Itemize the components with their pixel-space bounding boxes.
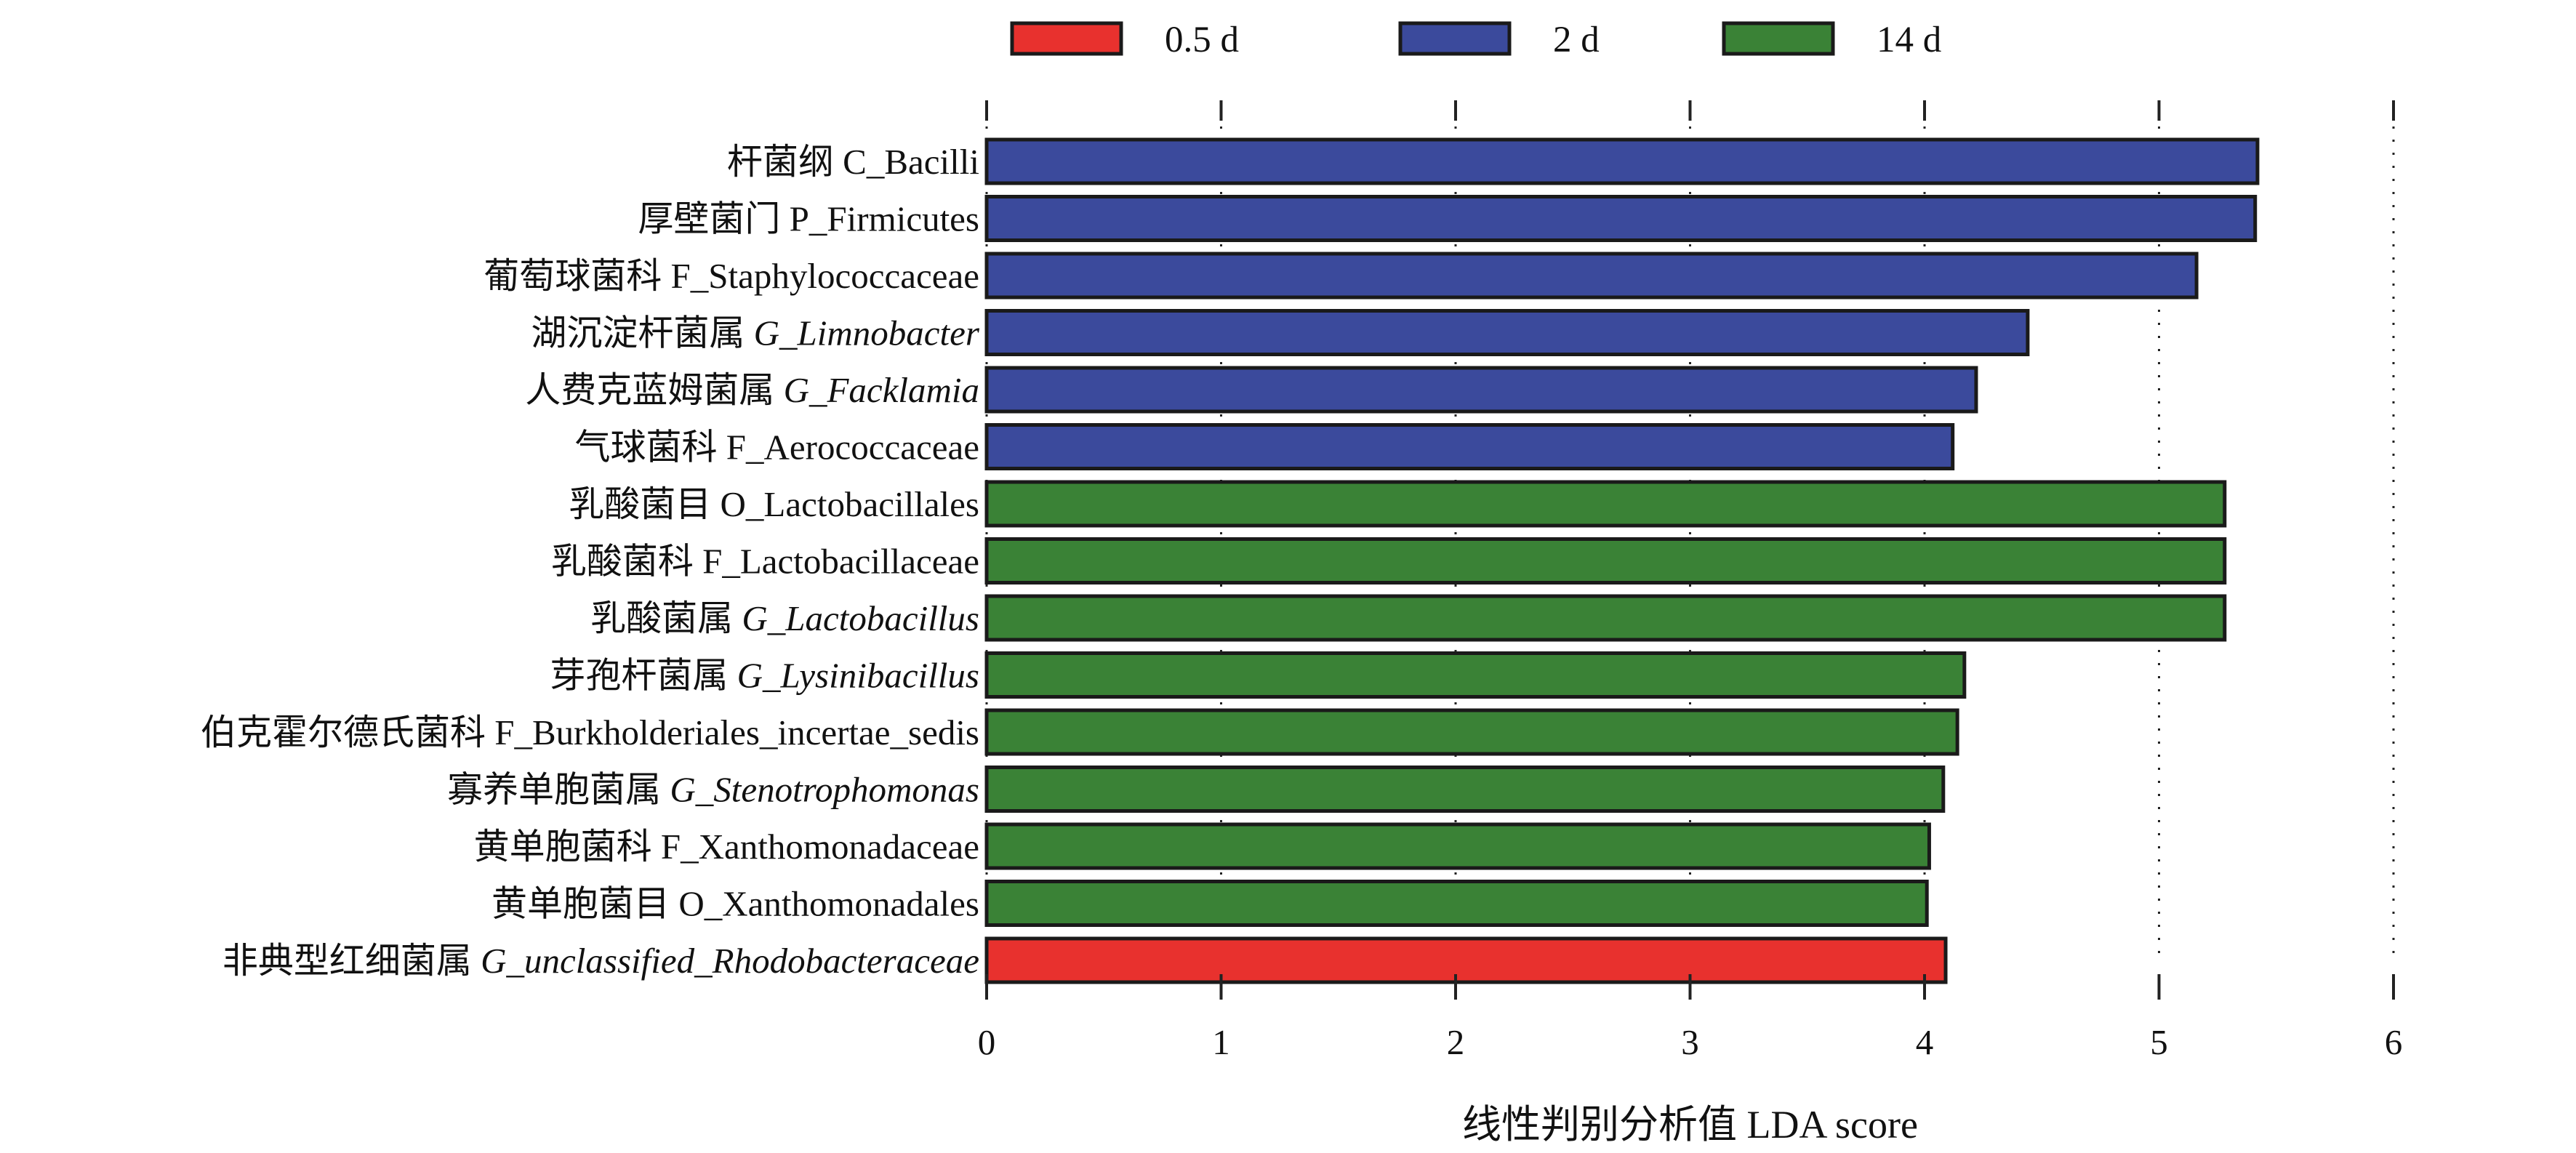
bar-label-taxon-2: F_Staphylococcaceae — [671, 256, 979, 296]
bar-label-14: 非典型红细菌属 G_unclassified_Rhodobacteraceae — [222, 941, 979, 981]
bar-13 — [984, 880, 1929, 927]
bar-label-13: 黄单胞菌目 O_Xanthomonadales — [491, 884, 979, 924]
legend-swatch-2 — [1722, 21, 1835, 56]
bar-1 — [984, 195, 2258, 242]
bar-7 — [984, 537, 2227, 584]
bar-label-taxon-13: O_Xanthomonadales — [678, 884, 979, 924]
bar-5 — [984, 423, 1955, 470]
bar-label-taxon-9: G_Lysinibacillus — [737, 656, 979, 696]
bar-label-taxon-6: O_Lactobacillales — [721, 484, 979, 524]
legend-label-1: 2 d — [1553, 20, 1600, 60]
legend-label-2: 14 d — [1877, 20, 1941, 60]
bar-label-cn-2: 葡萄球菌科 — [483, 256, 670, 296]
bar-12 — [984, 822, 1931, 870]
bar-label-cn-8: 乳酸菌属 — [590, 598, 742, 638]
bar-label-cn-5: 气球菌科 — [575, 427, 726, 467]
bar-label-1: 厚壁菌门 P_Firmicutes — [638, 199, 979, 239]
bar-label-5: 气球菌科 F_Aerococcaceae — [575, 427, 979, 467]
legend-swatch-0 — [1010, 21, 1123, 56]
bar-label-10: 伯克霍尔德氏菌科 F_Burkholderiales_incertae_sedi… — [201, 712, 979, 752]
bar-label-taxon-12: F_Xanthomonadaceae — [661, 827, 979, 867]
x-tick-label-2: 2 — [1447, 1022, 1465, 1062]
bar-14 — [984, 936, 1948, 984]
bar-label-cn-9: 芽孢杆菌属 — [550, 656, 737, 696]
bar-label-taxon-10: F_Burkholderiales_incertae_sedis — [494, 712, 979, 752]
bar-11 — [984, 766, 1946, 813]
bar-label-cn-11: 寡养单胞菌属 — [447, 770, 670, 810]
bar-label-taxon-1: P_Firmicutes — [790, 199, 979, 239]
bar-label-taxon-3: G_Limnobacter — [754, 313, 980, 353]
bar-label-cn-3: 湖沉淀杆菌属 — [531, 313, 753, 353]
bar-label-4: 人费克蓝姆菌属 G_Facklamia — [525, 370, 979, 410]
bar-label-12: 黄单胞菌科 F_Xanthomonadaceae — [474, 827, 979, 867]
bar-label-6: 乳酸菌目 O_Lactobacillales — [569, 484, 979, 524]
bar-label-taxon-5: F_Aerococcaceae — [726, 427, 979, 467]
bar-label-cn-14: 非典型红细菌属 — [222, 941, 481, 981]
bar-label-taxon-7: F_Lactobacillaceae — [702, 542, 979, 582]
x-tick-label-0: 0 — [978, 1022, 996, 1062]
bar-labels: 杆菌纲 C_Bacilli 厚壁菌门 P_Firmicutes 葡萄球菌科 F_St… — [201, 142, 980, 981]
bar-label-0: 杆菌纲 C_Bacilli — [727, 142, 979, 182]
bars — [984, 137, 2260, 984]
bar-label-cn-0: 杆菌纲 — [727, 142, 843, 182]
bar-label-taxon-11: G_Stenotrophomonas — [670, 770, 979, 810]
bar-label-cn-7: 乳酸菌科 — [551, 542, 702, 582]
x-axis-title: 线性判别分析值 LDA score — [1462, 1103, 1918, 1146]
bar-9 — [984, 651, 1967, 699]
legend: 0.5 d 2 d 14 d — [1010, 20, 1941, 60]
bar-4 — [984, 366, 1978, 414]
bar-label-cn-13: 黄单胞菌目 — [491, 884, 678, 924]
bar-label-taxon-4: G_Facklamia — [784, 370, 979, 410]
bar-6 — [984, 480, 2227, 528]
bar-label-cn-10: 伯克霍尔德氏菌科 — [201, 712, 494, 752]
x-axis: 0 1 2 3 4 5 6 — [978, 100, 2403, 1062]
bar-label-cn-12: 黄单胞菌科 — [474, 827, 661, 867]
bar-label-2: 葡萄球菌科 F_Staphylococcaceae — [483, 256, 979, 296]
bar-8 — [984, 594, 2227, 642]
x-tick-label-4: 4 — [1916, 1022, 1934, 1062]
bar-label-cn-6: 乳酸菌目 — [569, 484, 720, 524]
bar-label-cn-1: 厚壁菌门 — [638, 199, 789, 239]
x-tick-label-5: 5 — [2150, 1022, 2168, 1062]
bar-label-11: 寡养单胞菌属 G_Stenotrophomonas — [447, 770, 979, 810]
bar-label-8: 乳酸菌属 G_Lactobacillus — [590, 598, 979, 638]
bar-0 — [984, 137, 2260, 185]
bar-label-cn-4: 人费克蓝姆菌属 — [525, 370, 783, 410]
bar-label-taxon-0: C_Bacilli — [843, 142, 979, 182]
legend-label-0: 0.5 d — [1165, 20, 1239, 60]
bar-2 — [984, 252, 2199, 300]
x-tick-label-1: 1 — [1212, 1022, 1230, 1062]
bar-3 — [984, 309, 2030, 356]
bar-label-taxon-8: G_Lactobacillus — [742, 598, 979, 638]
bar-label-7: 乳酸菌科 F_Lactobacillaceae — [551, 542, 979, 582]
bar-label-taxon-14: G_unclassified_Rhodobacteraceae — [481, 941, 979, 981]
x-tick-label-6: 6 — [2385, 1022, 2403, 1062]
bar-10 — [984, 708, 1959, 756]
bar-label-3: 湖沉淀杆菌属 G_Limnobacter — [531, 313, 980, 353]
x-tick-label-3: 3 — [1681, 1022, 1699, 1062]
bar-label-9: 芽孢杆菌属 G_Lysinibacillus — [550, 656, 979, 696]
legend-swatch-1 — [1398, 21, 1512, 56]
